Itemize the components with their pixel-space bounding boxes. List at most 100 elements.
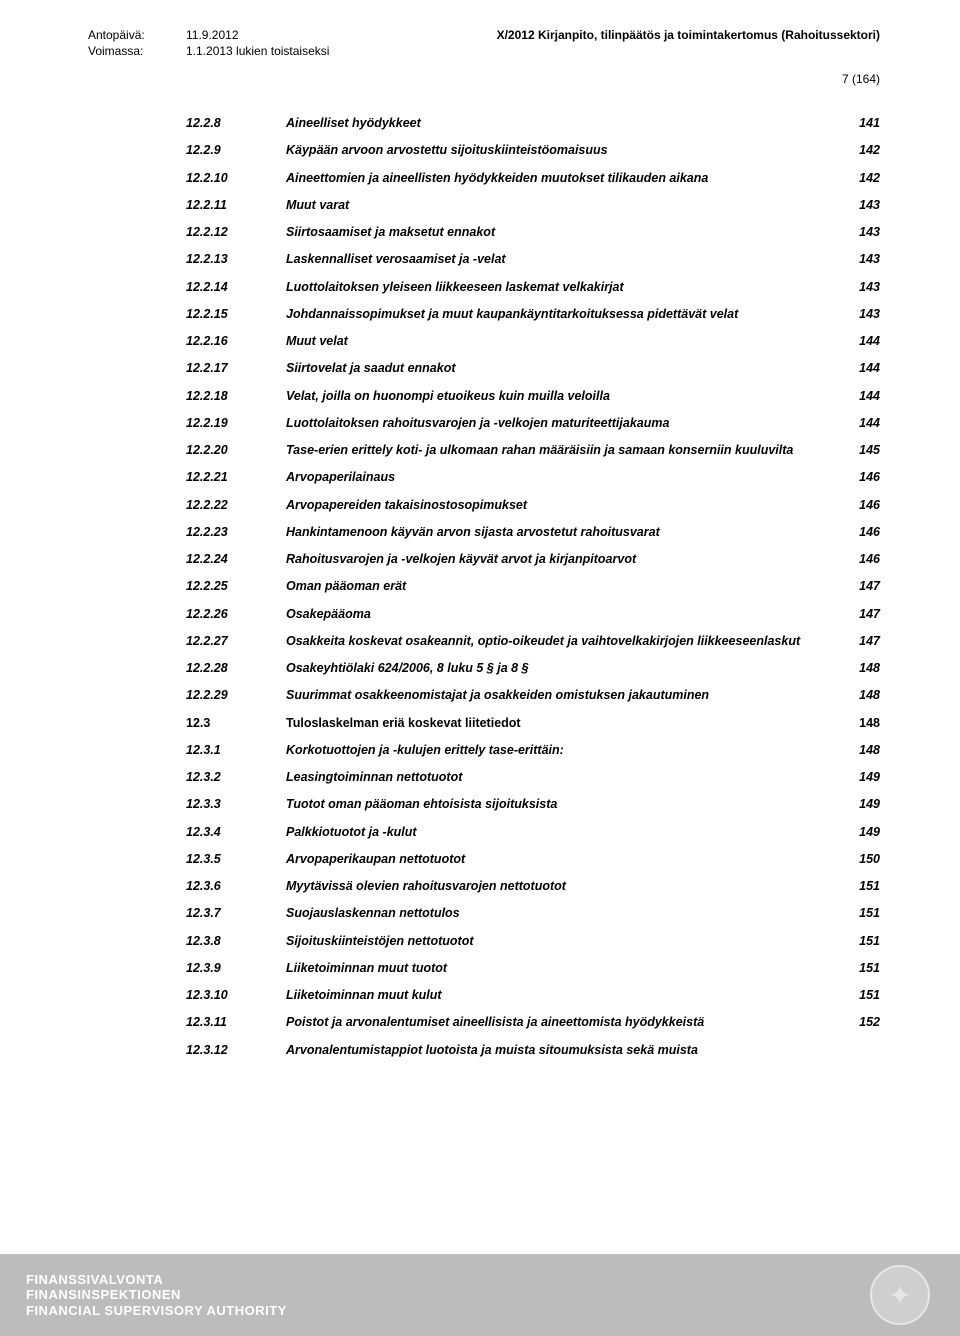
toc-row: 12.2.16Muut velat144 — [186, 328, 880, 355]
toc-page: 151 — [844, 933, 880, 950]
toc-page: 144 — [844, 333, 880, 350]
toc-page: 146 — [844, 469, 880, 486]
toc-number: 12.2.11 — [186, 197, 286, 214]
toc-row: 12.3.12Arvonalentumistappiot luotoista j… — [186, 1037, 880, 1064]
toc-title: Suojauslaskennan nettotulos — [286, 905, 844, 922]
toc-page: 145 — [844, 442, 880, 459]
toc-number: 12.3.9 — [186, 960, 286, 977]
toc-page: 142 — [844, 142, 880, 159]
toc-title: Poistot ja arvonalentumiset aineellisist… — [286, 1014, 844, 1031]
toc-number: 12.2.17 — [186, 360, 286, 377]
toc-page: 148 — [844, 742, 880, 759]
toc-title: Siirtosaamiset ja maksetut ennakot — [286, 224, 844, 241]
toc-number: 12.3.10 — [186, 987, 286, 1004]
toc-page: 146 — [844, 524, 880, 541]
toc-number: 12.2.18 — [186, 388, 286, 405]
toc-title: Tuloslaskelman eriä koskevat liitetiedot — [286, 715, 844, 732]
toc-row: 12.2.19Luottolaitoksen rahoitusvarojen j… — [186, 410, 880, 437]
toc-row: 12.3.10Liiketoiminnan muut kulut151 — [186, 982, 880, 1009]
footer-line-1: FINANSSIVALVONTA — [26, 1272, 287, 1288]
toc-number: 12.3.6 — [186, 878, 286, 895]
toc-number: 12.2.29 — [186, 687, 286, 704]
toc-row: 12.2.12Siirtosaamiset ja maksetut ennako… — [186, 219, 880, 246]
toc-title: Aineettomien ja aineellisten hyödykkeide… — [286, 170, 844, 187]
toc-page: 150 — [844, 851, 880, 868]
toc-number: 12.3.5 — [186, 851, 286, 868]
header-meta: Antopäivä: 11.9.2012 Voimassa: 1.1.2013 … — [88, 28, 329, 58]
toc-title: Hankintamenoon käyvän arvon sijasta arvo… — [286, 524, 844, 541]
toc-title: Sijoituskiinteistöjen nettotuotot — [286, 933, 844, 950]
toc-page: 147 — [844, 606, 880, 623]
toc-number: 12.3.8 — [186, 933, 286, 950]
toc-number: 12.2.12 — [186, 224, 286, 241]
toc-row: 12.2.15Johdannaissopimukset ja muut kaup… — [186, 301, 880, 328]
toc-number: 12.3.2 — [186, 769, 286, 786]
toc-title: Luottolaitoksen rahoitusvarojen ja -velk… — [286, 415, 844, 432]
toc-title: Suurimmat osakkeenomistajat ja osakkeide… — [286, 687, 844, 704]
toc-page: 148 — [844, 687, 880, 704]
toc-title: Aineelliset hyödykkeet — [286, 115, 844, 132]
seal-icon: ✦ — [870, 1265, 930, 1325]
toc-page: 144 — [844, 360, 880, 377]
toc-title: Leasingtoiminnan nettotuotot — [286, 769, 844, 786]
toc-page: 146 — [844, 497, 880, 514]
toc-title: Tase-erien erittely koti- ja ulkomaan ra… — [286, 442, 844, 459]
toc-title: Muut varat — [286, 197, 844, 214]
toc-page: 143 — [844, 197, 880, 214]
toc-row: 12.3.1Korkotuottojen ja -kulujen erittel… — [186, 737, 880, 764]
toc-number: 12.3.3 — [186, 796, 286, 813]
toc-page: 142 — [844, 170, 880, 187]
page-number: 7 (164) — [0, 58, 960, 86]
toc-number: 12.2.20 — [186, 442, 286, 459]
toc-title: Osakeyhtiölaki 624/2006, 8 luku 5 § ja 8… — [286, 660, 844, 677]
toc-row: 12.3.3Tuotot oman pääoman ehtoisista sij… — [186, 791, 880, 818]
toc-title: Palkkiotuotot ja -kulut — [286, 824, 844, 841]
document-title: X/2012 Kirjanpito, tilinpäätös ja toimin… — [497, 28, 880, 58]
toc-page: 148 — [844, 660, 880, 677]
toc-number: 12.2.24 — [186, 551, 286, 568]
table-of-contents: 12.2.8Aineelliset hyödykkeet14112.2.9Käy… — [0, 86, 960, 1064]
document-header: Antopäivä: 11.9.2012 Voimassa: 1.1.2013 … — [0, 0, 960, 58]
toc-title: Arvopapereiden takaisinostosopimukset — [286, 497, 844, 514]
valid-label: Voimassa: — [88, 44, 186, 58]
toc-page: 152 — [844, 1014, 880, 1031]
toc-row: 12.2.18Velat, joilla on huonompi etuoike… — [186, 383, 880, 410]
toc-page: 141 — [844, 115, 880, 132]
toc-title: Liiketoiminnan muut kulut — [286, 987, 844, 1004]
toc-number: 12.2.9 — [186, 142, 286, 159]
toc-page: 149 — [844, 769, 880, 786]
toc-title: Luottolaitoksen yleiseen liikkeeseen las… — [286, 279, 844, 296]
toc-row: 12.2.28Osakeyhtiölaki 624/2006, 8 luku 5… — [186, 655, 880, 682]
toc-page: 149 — [844, 796, 880, 813]
toc-number: 12.3.12 — [186, 1042, 286, 1059]
toc-row: 12.2.25Oman pääoman erät147 — [186, 573, 880, 600]
toc-page: 144 — [844, 415, 880, 432]
toc-number: 12.2.22 — [186, 497, 286, 514]
toc-page: 143 — [844, 251, 880, 268]
toc-row: 12.3.7Suojauslaskennan nettotulos151 — [186, 900, 880, 927]
toc-title: Osakepääoma — [286, 606, 844, 623]
toc-number: 12.3.1 — [186, 742, 286, 759]
toc-number: 12.2.19 — [186, 415, 286, 432]
toc-title: Velat, joilla on huonompi etuoikeus kuin… — [286, 388, 844, 405]
toc-row: 12.3.8Sijoituskiinteistöjen nettotuotot1… — [186, 928, 880, 955]
toc-title: Arvopaperilainaus — [286, 469, 844, 486]
toc-page: 151 — [844, 987, 880, 1004]
toc-title: Johdannaissopimukset ja muut kaupankäynt… — [286, 306, 844, 323]
toc-row: 12.2.10Aineettomien ja aineellisten hyöd… — [186, 165, 880, 192]
toc-page: 147 — [844, 633, 880, 650]
toc-number: 12.2.25 — [186, 578, 286, 595]
toc-page: 143 — [844, 224, 880, 241]
toc-row: 12.2.17Siirtovelat ja saadut ennakot144 — [186, 355, 880, 382]
toc-title: Osakkeita koskevat osakeannit, optio-oik… — [286, 633, 844, 650]
toc-title: Myytävissä olevien rahoitusvarojen netto… — [286, 878, 844, 895]
toc-title: Käypään arvoon arvostettu sijoituskiinte… — [286, 142, 844, 159]
toc-row: 12.2.24Rahoitusvarojen ja -velkojen käyv… — [186, 546, 880, 573]
toc-number: 12.3 — [186, 715, 286, 732]
footer: FINANSSIVALVONTA FINANSINSPEKTIONEN FINA… — [0, 1254, 960, 1336]
toc-row: 12.2.13Laskennalliset verosaamiset ja -v… — [186, 246, 880, 273]
footer-line-2: FINANSINSPEKTIONEN — [26, 1287, 287, 1303]
toc-page: 151 — [844, 905, 880, 922]
toc-page: 148 — [844, 715, 880, 732]
toc-number: 12.2.10 — [186, 170, 286, 187]
